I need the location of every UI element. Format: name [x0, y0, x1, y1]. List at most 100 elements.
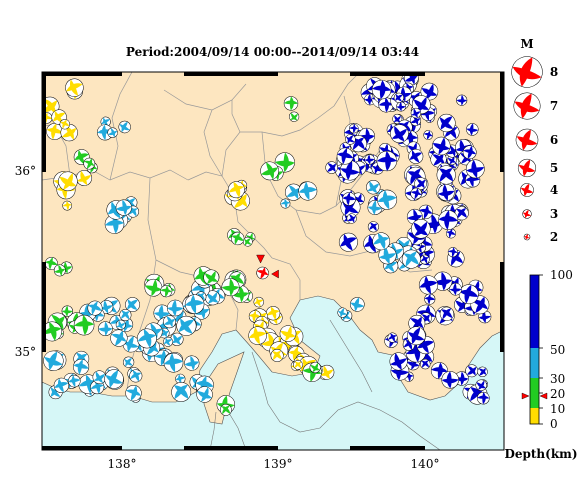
focal-mechanism-304	[68, 374, 81, 388]
depth-color-bar	[521, 274, 548, 425]
focal-mechanism-229	[319, 364, 335, 380]
focal-mechanism-142	[439, 306, 454, 321]
focal-mechanism-327	[42, 321, 63, 342]
focal-mechanism-63	[349, 123, 359, 134]
focal-mechanism-342	[58, 171, 78, 192]
mag-ball-5	[517, 158, 537, 178]
focal-mechanism-300	[73, 358, 90, 375]
depth-scale: Depth(km) 100 50 30 20 10 0	[504, 268, 577, 461]
focal-mechanism-324	[61, 305, 73, 317]
focal-mechanism-360	[53, 264, 66, 277]
focal-mechanism-299	[43, 350, 64, 371]
depth-marker-left	[521, 392, 530, 400]
focal-mechanism-290	[115, 319, 126, 330]
focal-mechanism-387	[280, 198, 291, 209]
focal-mechanism-199	[377, 189, 398, 210]
focal-mechanism-353	[97, 124, 113, 141]
lon-tick-labels: 138° 139° 140°	[108, 457, 440, 471]
focal-mechanism-232	[309, 361, 321, 374]
mag-label-7: 7	[550, 99, 558, 113]
frame-seg-left-0	[42, 72, 46, 172]
depth-band-30-50	[530, 348, 539, 378]
magnitude-legend: M 8 7 6 5 4 3 2	[511, 37, 558, 244]
focal-mechanism-156	[389, 352, 408, 371]
focal-mechanism-79	[414, 177, 427, 190]
focal-mechanism-170	[477, 391, 490, 405]
focal-mechanism-351	[100, 116, 111, 127]
lat-label-35: 35°	[15, 345, 36, 359]
depth-scale-title: Depth(km)	[504, 447, 577, 461]
mag-ball-6	[515, 128, 539, 152]
map-frame-ticks	[42, 72, 504, 450]
focal-mechanism-320	[196, 386, 213, 403]
focal-mechanism-86	[437, 184, 455, 201]
focal-mechanism-124	[465, 159, 485, 179]
lon-label-139: 139°	[264, 457, 293, 471]
focal-mechanism-169	[475, 379, 487, 391]
focal-mechanism-303	[92, 370, 107, 385]
focal-mechanism-280	[99, 300, 114, 314]
focal-mechanism-159	[406, 326, 426, 346]
magnitude-legend-title: M	[520, 37, 533, 51]
focal-mechanism-177	[339, 160, 361, 181]
mag-label-4: 4	[550, 183, 558, 197]
focal-mechanism-276	[163, 336, 173, 347]
depth-band-0-10	[530, 408, 539, 424]
focal-mechanism-358	[44, 257, 58, 270]
focal-mechanism-337	[62, 200, 73, 211]
lat-label-36: 36°	[15, 164, 36, 178]
focal-mechanism-371	[283, 96, 299, 111]
mag-label-5: 5	[550, 161, 558, 175]
focal-mechanism-302	[53, 377, 69, 393]
focal-mechanism-41	[393, 92, 404, 103]
focal-mechanism-61	[364, 154, 375, 165]
focal-mechanism-93	[419, 254, 430, 265]
focal-mechanism-389	[203, 269, 220, 286]
focal-mechanism-380	[160, 285, 173, 298]
focal-mechanism-188	[346, 213, 357, 224]
highlight-marker-right	[271, 269, 279, 279]
focal-mechanism-84	[410, 187, 422, 200]
frame-seg-bottom-1	[184, 446, 278, 450]
focal-mechanism-288	[87, 300, 103, 316]
focal-mechanism-192	[401, 249, 421, 269]
focal-mechanism-184	[367, 221, 379, 233]
focal-mechanism-34	[423, 130, 434, 140]
focal-mechanism-262	[163, 315, 176, 329]
focal-mechanism-261	[176, 315, 197, 336]
bathymetry-lines	[209, 319, 441, 450]
focal-mechanism-366	[227, 181, 245, 199]
focal-mechanism-85	[432, 136, 451, 156]
focal-mechanism-109	[447, 247, 458, 258]
focal-mechanism-20	[371, 79, 392, 100]
focal-mechanism-167	[441, 371, 459, 389]
focal-mechanism-51	[390, 124, 409, 144]
focal-mechanism-75	[446, 155, 457, 166]
focal-mechanism-318	[163, 352, 184, 373]
focal-mechanism-349	[65, 78, 84, 97]
focal-mechanism-160	[387, 332, 398, 343]
focal-mechanism-383	[220, 404, 232, 416]
focal-mechanism-375	[231, 231, 245, 246]
focal-mechanism-263	[166, 299, 184, 317]
depth-tick-50: 50	[550, 343, 565, 357]
focal-mechanism-122	[456, 94, 468, 106]
highlight-beachball	[256, 266, 269, 280]
frame-seg-top-2	[350, 72, 425, 76]
depth-tick-30: 30	[550, 372, 565, 386]
focal-mechanism-242	[221, 278, 240, 297]
focal-mechanism-120	[436, 165, 456, 185]
focal-mechanism-141	[424, 293, 436, 305]
focal-mechanism-372	[288, 111, 300, 122]
frame-seg-right-1	[500, 262, 504, 352]
focal-mechanism-277	[137, 328, 157, 349]
depth-tick-0: 0	[550, 417, 558, 431]
focal-mechanism-119	[437, 113, 456, 133]
frame-seg-left-1	[42, 262, 46, 352]
lat-tick-labels: 36° 35°	[15, 164, 36, 359]
focal-mechanism-203	[350, 297, 365, 312]
focal-mechanism-171	[345, 134, 356, 145]
depth-tick-100: 100	[550, 268, 573, 282]
focal-mechanism-289	[98, 321, 113, 337]
focal-mechanism-212	[253, 296, 265, 308]
